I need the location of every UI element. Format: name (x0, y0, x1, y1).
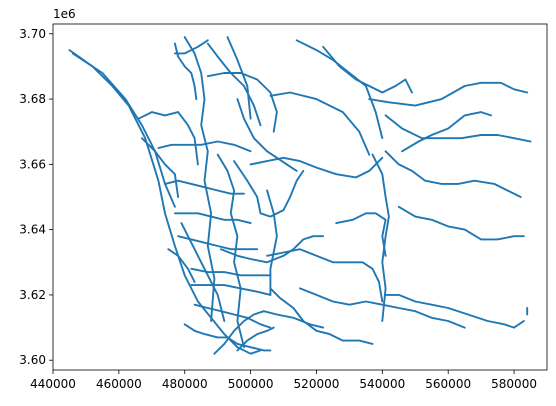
road-line-4 (173, 39, 209, 55)
x-tick-label: 480000 (162, 377, 208, 391)
y-tick-label: 3.60 (19, 353, 46, 367)
road-line-3 (173, 42, 198, 101)
road-line-21 (249, 156, 384, 179)
road-line-20 (335, 212, 387, 257)
road-line-7 (206, 72, 278, 133)
road-line-22 (233, 160, 305, 218)
road-line-23 (220, 235, 325, 264)
road-line-16 (397, 205, 525, 241)
road-line-5 (183, 36, 216, 322)
x-tick-label: 520000 (294, 377, 340, 391)
road-line-39 (167, 248, 196, 283)
y-tick-label: 3.64 (19, 223, 46, 237)
road-line-30 (213, 310, 325, 355)
road-line-13 (401, 111, 492, 153)
y-tick-label: 3.70 (19, 27, 46, 41)
y-tick-label: 3.68 (19, 92, 46, 106)
road-line-40 (183, 323, 272, 352)
road-line-28 (190, 267, 272, 277)
x-tick-label: 500000 (228, 377, 274, 391)
road-line-29 (193, 303, 272, 329)
road-line-41 (236, 98, 298, 172)
y-tick-label: 3.66 (19, 157, 46, 171)
road-line-2 (137, 111, 199, 166)
road-line-15 (384, 150, 522, 198)
x-tick-label: 540000 (359, 377, 405, 391)
x-tick-label: 560000 (425, 377, 471, 391)
road-line-25 (266, 248, 384, 303)
x-tick-label: 440000 (30, 377, 76, 391)
road-line-35 (177, 235, 259, 251)
road-line-36 (216, 153, 245, 349)
road-line-32 (157, 140, 252, 153)
road-line-37 (180, 222, 226, 322)
road-line-19 (299, 287, 466, 329)
road-line-18 (384, 293, 525, 329)
plot-area (52, 23, 548, 371)
road-line-24 (266, 189, 278, 296)
road-line-26 (269, 287, 374, 345)
y-tick-label: 3.62 (19, 288, 46, 302)
road-line-14 (384, 114, 532, 143)
road-line-9 (269, 91, 371, 156)
lines-layer (68, 36, 532, 355)
road-line-12 (368, 81, 529, 107)
x-tick-label: 580000 (491, 377, 537, 391)
road-line-17 (371, 153, 390, 322)
x-axis: 440000 460000 480000 500000 520000 540000 5600… (30, 370, 537, 391)
road-line-6 (206, 42, 262, 127)
road-line-27 (190, 284, 272, 296)
y-axis: 3.60 3.62 3.64 3.66 3.68 3.70 (19, 27, 53, 367)
road-line-10 (295, 39, 384, 140)
road-line-34 (173, 212, 252, 225)
y-offset-label: 1e6 (53, 7, 76, 21)
road-line-38 (140, 137, 180, 198)
road-line-8 (226, 36, 252, 120)
road-line-0 (68, 49, 262, 355)
x-tick-label: 460000 (96, 377, 142, 391)
axes-frame (52, 23, 548, 371)
road-line-11 (322, 45, 413, 94)
road-line-33 (164, 179, 245, 195)
